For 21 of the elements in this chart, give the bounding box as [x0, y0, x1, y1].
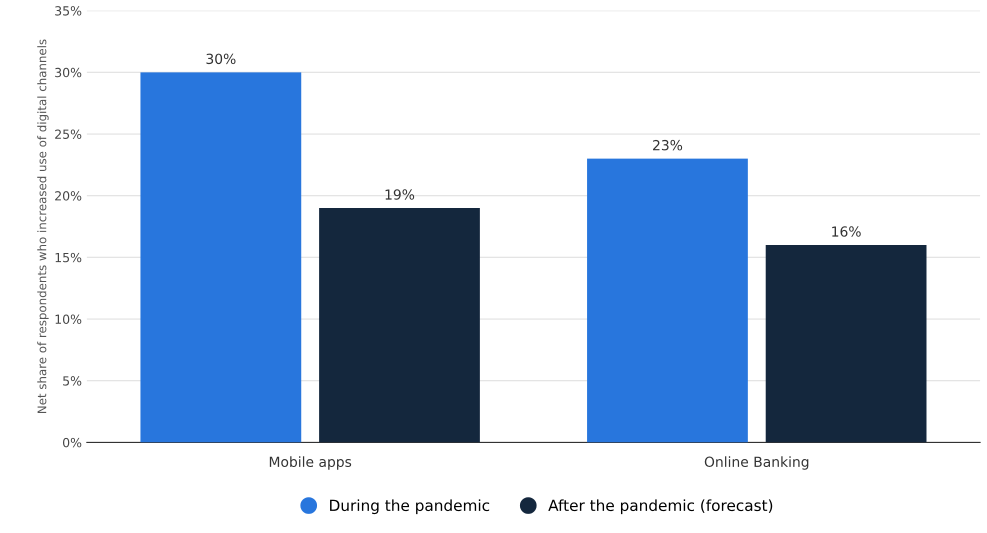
- bar: [140, 72, 302, 442]
- y-tick-label: 30%: [55, 68, 82, 78]
- bar: [587, 158, 748, 442]
- legend-label: After the pandemic (forecast): [548, 499, 772, 514]
- bar: [319, 208, 480, 442]
- y-tick-label: 15%: [56, 252, 82, 262]
- x-tick-label: Mobile apps: [270, 456, 352, 470]
- bar: [766, 245, 926, 442]
- y-tick-label: 25%: [55, 129, 82, 139]
- data-label: 19%: [386, 189, 414, 200]
- data-label: 16%: [832, 226, 861, 237]
- data-label: 23%: [653, 140, 682, 150]
- y-tick-label: 5%: [63, 376, 82, 386]
- y-tick-label: 10%: [56, 314, 82, 324]
- y-tick-label: 0%: [62, 438, 82, 448]
- legend-label: During the pandemic: [330, 499, 490, 514]
- y-tick-label: 20%: [55, 191, 82, 201]
- y-axis-title: Net share of respondents who increased use of digital channels: [37, 39, 49, 413]
- y-tick-label: 35%: [55, 6, 82, 16]
- data-label: 30%: [206, 54, 236, 64]
- x-tick-label: Online Banking: [704, 456, 808, 470]
